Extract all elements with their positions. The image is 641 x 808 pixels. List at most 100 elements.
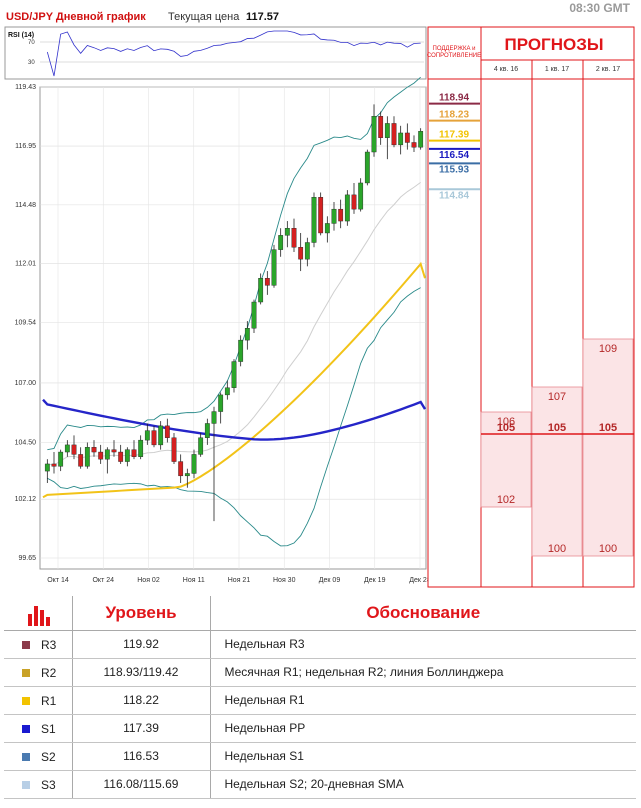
x-tick-label: Ноя 21	[228, 577, 251, 584]
sr-level-value: 114.84	[439, 190, 469, 201]
candle	[211, 406, 217, 522]
y-tick-label: 102.12	[15, 496, 37, 503]
forecast-range	[582, 338, 634, 557]
candle-body	[78, 454, 84, 467]
candle-body	[184, 473, 190, 477]
forecast-title: ПРОГНОЗЫ	[505, 35, 604, 54]
price-label: Текущая цена	[168, 11, 240, 23]
candle	[84, 442, 90, 469]
candle	[378, 111, 384, 145]
candle-body	[378, 116, 384, 138]
forecast-high: 107	[548, 391, 566, 403]
table-row: R3 119.92 Недельная R3	[4, 630, 636, 659]
candle-body	[311, 197, 317, 243]
candle	[358, 178, 364, 212]
level-swatch	[22, 696, 30, 705]
candle-body	[238, 339, 244, 362]
candle	[298, 232, 304, 272]
candle	[138, 435, 144, 460]
x-tick-label: Ноя 11	[183, 577, 205, 584]
sr-level: 117.39	[429, 130, 480, 142]
level-note: Недельная S2; 20-дневная SMA	[209, 770, 636, 799]
candle-body	[291, 228, 297, 248]
level-name-cell: R3	[4, 630, 72, 659]
candle	[338, 199, 344, 229]
candle	[64, 440, 70, 457]
level-name-cell: S3	[4, 770, 72, 799]
level-name-cell: R1	[4, 686, 72, 715]
candle	[231, 359, 237, 393]
candle	[218, 392, 224, 424]
forecast-high: 109	[599, 343, 617, 355]
x-axis-ticks: Окт 14 Окт 24 Ноя 02 Ноя 11 Ноя 21 Ноя 30 Дек …	[47, 577, 431, 584]
candle-body	[384, 123, 390, 138]
candle-body	[131, 449, 137, 457]
rsi-lower: 30	[28, 60, 35, 66]
candle-body	[224, 387, 230, 396]
level-value: 117.39	[71, 714, 210, 743]
candle	[131, 440, 137, 460]
candle-body	[358, 182, 364, 210]
candle	[351, 182, 357, 214]
sr-level-value: 117.39	[439, 130, 469, 141]
candle	[384, 116, 390, 160]
candle-body	[318, 197, 324, 234]
bars-cell	[4, 596, 72, 631]
candle-body	[338, 208, 344, 222]
table-row: S3 116.08/115.69 Недельная S2; 20-дневная …	[4, 770, 636, 799]
candle-body	[364, 151, 370, 184]
forecast-range	[531, 386, 583, 557]
sr-level-value: 118.23	[439, 110, 469, 121]
rsi-panel: RSI (14) 70 30	[4, 26, 427, 80]
level-name-cell: S1	[4, 714, 72, 743]
candle-body	[71, 444, 77, 455]
timestamp: 08:30 GMT	[569, 1, 630, 15]
level-swatch	[22, 640, 30, 649]
rsi-upper: 70	[28, 40, 35, 46]
candle-body	[298, 247, 304, 260]
forecast-low: 100	[548, 543, 566, 555]
candle-body	[418, 131, 424, 148]
sr-level-value: 115.93	[439, 164, 469, 175]
sr-panel: ПОДДЕРЖКА и СОПРОТИВЛЕНИЕ 118.94118.2311…	[427, 26, 482, 588]
candle	[151, 425, 157, 448]
candle-body	[204, 423, 210, 438]
table-row: R1 118.22 Недельная R1	[4, 686, 636, 715]
candle	[58, 449, 64, 472]
candle	[191, 449, 197, 479]
candle-body	[64, 444, 70, 453]
candle	[398, 125, 404, 155]
sr-level: 115.93	[429, 162, 480, 175]
candle-body	[164, 425, 170, 438]
candle-body	[198, 437, 204, 455]
candle-body	[398, 132, 404, 146]
sr-levels: 118.94 118.23 117.39 116.54 115.93 114.84	[429, 93, 480, 201]
candle-body	[84, 447, 90, 467]
level-note: Недельная S1	[209, 742, 636, 771]
candle	[204, 418, 210, 445]
candle	[44, 459, 50, 483]
candle	[264, 271, 270, 295]
candle-body	[404, 132, 410, 143]
candle	[118, 444, 124, 464]
forecast-column: 1 кв. 17 107 105 100	[531, 66, 583, 557]
candle-body	[271, 249, 277, 286]
forecast-low: 100	[599, 543, 617, 555]
candle	[411, 135, 417, 153]
candle-body	[391, 123, 397, 146]
forecast-mid: 105	[599, 422, 617, 434]
candle-body	[351, 194, 357, 210]
candle	[91, 440, 97, 457]
candle-body	[171, 437, 177, 462]
candle	[184, 468, 190, 488]
reason-column-header: Обоснование	[209, 596, 636, 631]
sr-level: 114.84	[429, 188, 480, 201]
candle	[178, 454, 184, 483]
level-swatch	[22, 668, 30, 677]
forecast-column: 2 кв. 17 109 105 100	[582, 66, 634, 557]
sma100-line	[42, 261, 426, 499]
forecast-high: 106	[497, 416, 515, 428]
y-tick-label: 112.01	[15, 261, 36, 268]
